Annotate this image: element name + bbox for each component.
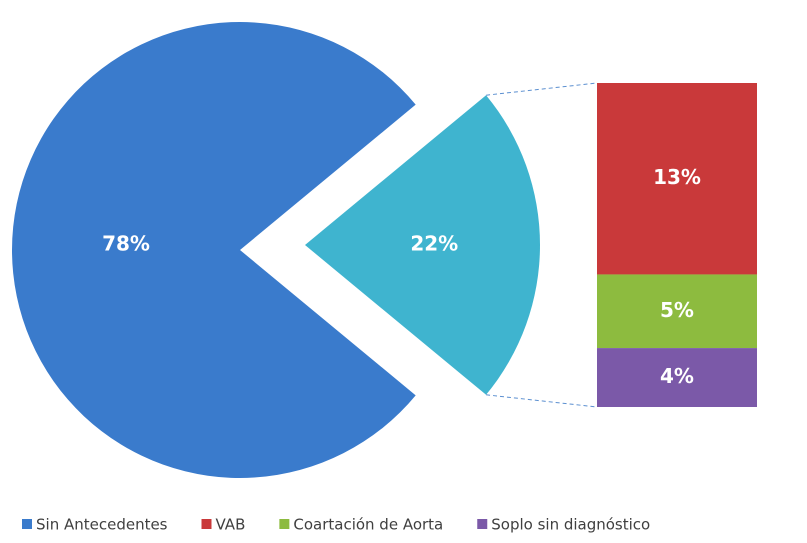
segment-label: 4% [660,364,694,388]
connector-line [486,82,598,96]
legend-swatch [477,519,488,529]
legend-label: Soplo sin diagnóstico [491,516,650,534]
bar-segment [597,348,757,407]
legend-label: VAB [216,516,246,534]
legend-swatch [22,519,32,529]
slice-label: 22% [410,232,458,256]
slice-label: 78% [102,232,150,256]
legend-swatch [279,519,290,529]
connector-line [486,394,598,408]
legend-swatch [201,519,212,529]
legend-label: Sin Antecedentes [36,516,168,534]
segment-label: 13% [653,165,701,189]
pie-slice [12,21,416,478]
pie-slice [305,95,540,395]
legend-label: Coartación de Aorta [293,516,443,534]
segment-label: 5% [660,298,694,322]
bar-segment [597,274,757,349]
bar-segment [597,83,757,275]
